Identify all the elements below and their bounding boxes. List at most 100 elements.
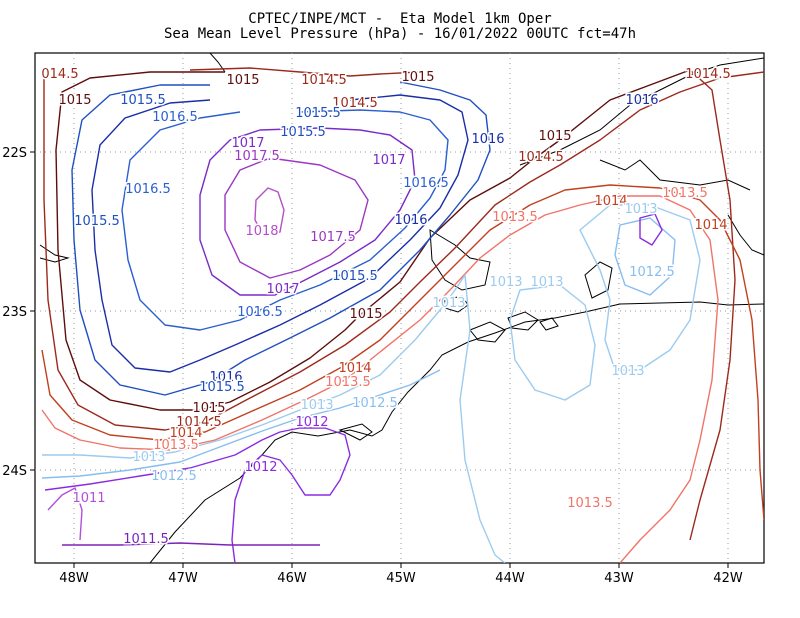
contour-label: 1014.5 bbox=[518, 150, 564, 165]
title-line-1: CPTEC/INPE/MCT - Eta Model 1km Oper bbox=[248, 11, 552, 27]
contour-label: 1016.5 bbox=[152, 110, 198, 125]
contour-label: 1014 bbox=[338, 361, 371, 376]
contour-label: 1016 bbox=[625, 93, 658, 108]
lon-tick-labels: 48W 47W 46W 45W 44W 43W 42W bbox=[59, 571, 743, 586]
contour-label: 1015 bbox=[538, 129, 571, 144]
tick-label-23s: 23S bbox=[2, 305, 27, 320]
isobar-1014.5-east bbox=[689, 69, 736, 541]
isobar-1013-loop-2 bbox=[579, 204, 701, 371]
contour-label: 1013 bbox=[489, 275, 522, 290]
contour-label: 1016 bbox=[394, 213, 427, 228]
tick-marks bbox=[30, 151, 729, 568]
isobar-1013-loop-1 bbox=[509, 284, 596, 401]
isobars bbox=[41, 67, 764, 563]
isobar-1017 bbox=[199, 127, 416, 296]
tick-label-44w: 44W bbox=[495, 571, 525, 586]
isobar-1011.5 bbox=[62, 542, 320, 546]
isobar-1013 bbox=[42, 274, 506, 563]
contour-label: 1013 bbox=[300, 398, 333, 413]
contour-label: 1014 bbox=[594, 194, 627, 209]
contour-label: 1014.5 bbox=[176, 415, 222, 430]
coastline-east-edge bbox=[727, 214, 764, 256]
coastline-bay-1 bbox=[444, 295, 469, 313]
contour-label: 1015.5 bbox=[332, 269, 378, 284]
title-line-2: Sea Mean Level Pressure (hPa) - 16/01/20… bbox=[163, 26, 636, 42]
contour-label: 1015.5 bbox=[280, 125, 326, 140]
tick-label-47w: 47W bbox=[168, 571, 198, 586]
contour-label: 1012 bbox=[244, 460, 277, 475]
contour-label: 1011.5 bbox=[123, 532, 169, 547]
isobar-1014.5-north bbox=[189, 67, 421, 77]
isobar-1016 bbox=[91, 94, 469, 373]
contour-label: 1016.5 bbox=[125, 182, 171, 197]
contour-label: 1012 bbox=[295, 415, 328, 430]
contour-label: 1016.5 bbox=[237, 305, 283, 320]
coastline-bay-2 bbox=[469, 321, 506, 343]
isobar-1014.5-west bbox=[43, 71, 764, 431]
contour-label: 1016 bbox=[471, 132, 504, 147]
isobar-1012.5-loop bbox=[614, 217, 676, 296]
grid bbox=[35, 53, 764, 563]
contour-label: 1013 bbox=[132, 450, 165, 465]
tick-label-24s: 24S bbox=[2, 464, 27, 479]
isobar-1012-loop bbox=[639, 213, 663, 246]
contour-label: 1012.5 bbox=[352, 396, 398, 411]
isobar-1015-west bbox=[55, 69, 691, 411]
tick-label-45w: 45W bbox=[386, 571, 416, 586]
coastline-north-east bbox=[519, 57, 764, 166]
lat-tick-labels: 22S 23S 24S bbox=[2, 146, 27, 479]
isobar-1012.5 bbox=[41, 369, 441, 479]
contour-label: 1015.5 bbox=[295, 106, 341, 121]
contour-label: 1013 bbox=[611, 364, 644, 379]
contour-label: 1015 bbox=[226, 73, 259, 88]
contour-label: 1014.5 bbox=[301, 73, 347, 88]
isobar-1014 bbox=[41, 184, 764, 521]
contour-label: 1016 bbox=[209, 370, 242, 385]
coastline-bay-4 bbox=[539, 317, 559, 331]
isobar-1011 bbox=[47, 487, 83, 541]
contour-label: 1015 bbox=[192, 401, 225, 416]
isobar-1018 bbox=[254, 187, 285, 237]
contour-label: 1012.5 bbox=[629, 265, 675, 280]
contour-label: 1017 bbox=[266, 282, 299, 297]
contour-label: 1013.5 bbox=[662, 186, 708, 201]
coastline-inland-2 bbox=[599, 159, 751, 191]
contour-label: 1013 bbox=[624, 202, 657, 217]
isobar-1013.5 bbox=[41, 195, 719, 563]
coastline-north-2 bbox=[39, 244, 70, 263]
contour-label: 1014.5 bbox=[332, 96, 378, 111]
tick-label-42w: 42W bbox=[713, 571, 743, 586]
contour-label: 014.5 bbox=[41, 67, 78, 82]
contour-label: 1013.5 bbox=[153, 438, 199, 453]
tick-label-43w: 43W bbox=[604, 571, 634, 586]
contour-label: 1016.5 bbox=[403, 176, 449, 191]
contour-label: 1013.5 bbox=[325, 375, 371, 390]
contour-label: 1015 bbox=[401, 70, 434, 85]
tick-label-46w: 46W bbox=[277, 571, 307, 586]
contour-label: 1013 bbox=[530, 275, 563, 290]
isobar-1015.5 bbox=[71, 81, 491, 396]
contour-label: 1014.5 bbox=[685, 67, 731, 82]
coastline-inland-4 bbox=[338, 423, 373, 441]
contour-label: 1014 bbox=[169, 426, 202, 441]
isobar-1016.5 bbox=[121, 109, 449, 331]
contour-label: 1012.5 bbox=[151, 469, 197, 484]
contour-label: 1013.5 bbox=[492, 210, 538, 225]
contour-label: 1011 bbox=[72, 491, 105, 506]
contour-label: 1014 bbox=[694, 218, 727, 233]
contour-label: 1015 bbox=[349, 307, 382, 322]
contour-label: 1017 bbox=[231, 136, 264, 151]
contour-label: 1013.5 bbox=[567, 496, 613, 511]
contour-label: 1015.5 bbox=[199, 380, 245, 395]
contour-label: 1017.5 bbox=[310, 230, 356, 245]
contour-label: 1017.5 bbox=[234, 149, 280, 164]
tick-label-48w: 48W bbox=[59, 571, 89, 586]
contour-label: 1015.5 bbox=[74, 214, 120, 229]
contour-label: 1018 bbox=[245, 224, 278, 239]
map-frame bbox=[34, 52, 765, 564]
isobar-1017.5 bbox=[224, 157, 369, 279]
chart-title: CPTEC/INPE/MCT - Eta Model 1km Oper Sea … bbox=[0, 12, 800, 42]
